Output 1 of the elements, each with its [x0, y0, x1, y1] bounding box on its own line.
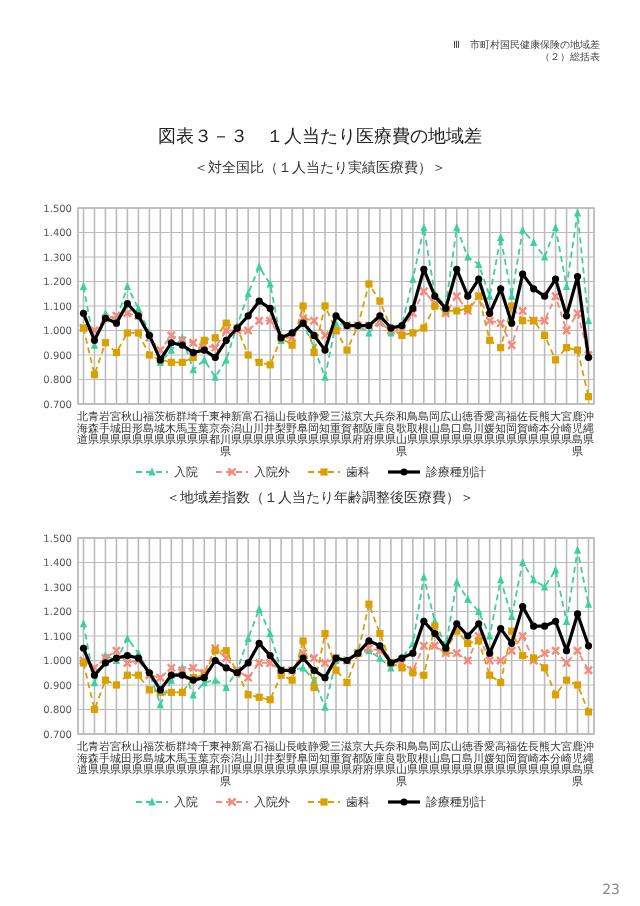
chart-title: 図表３－３ １人当たり医療費の地域差 — [158, 126, 482, 148]
